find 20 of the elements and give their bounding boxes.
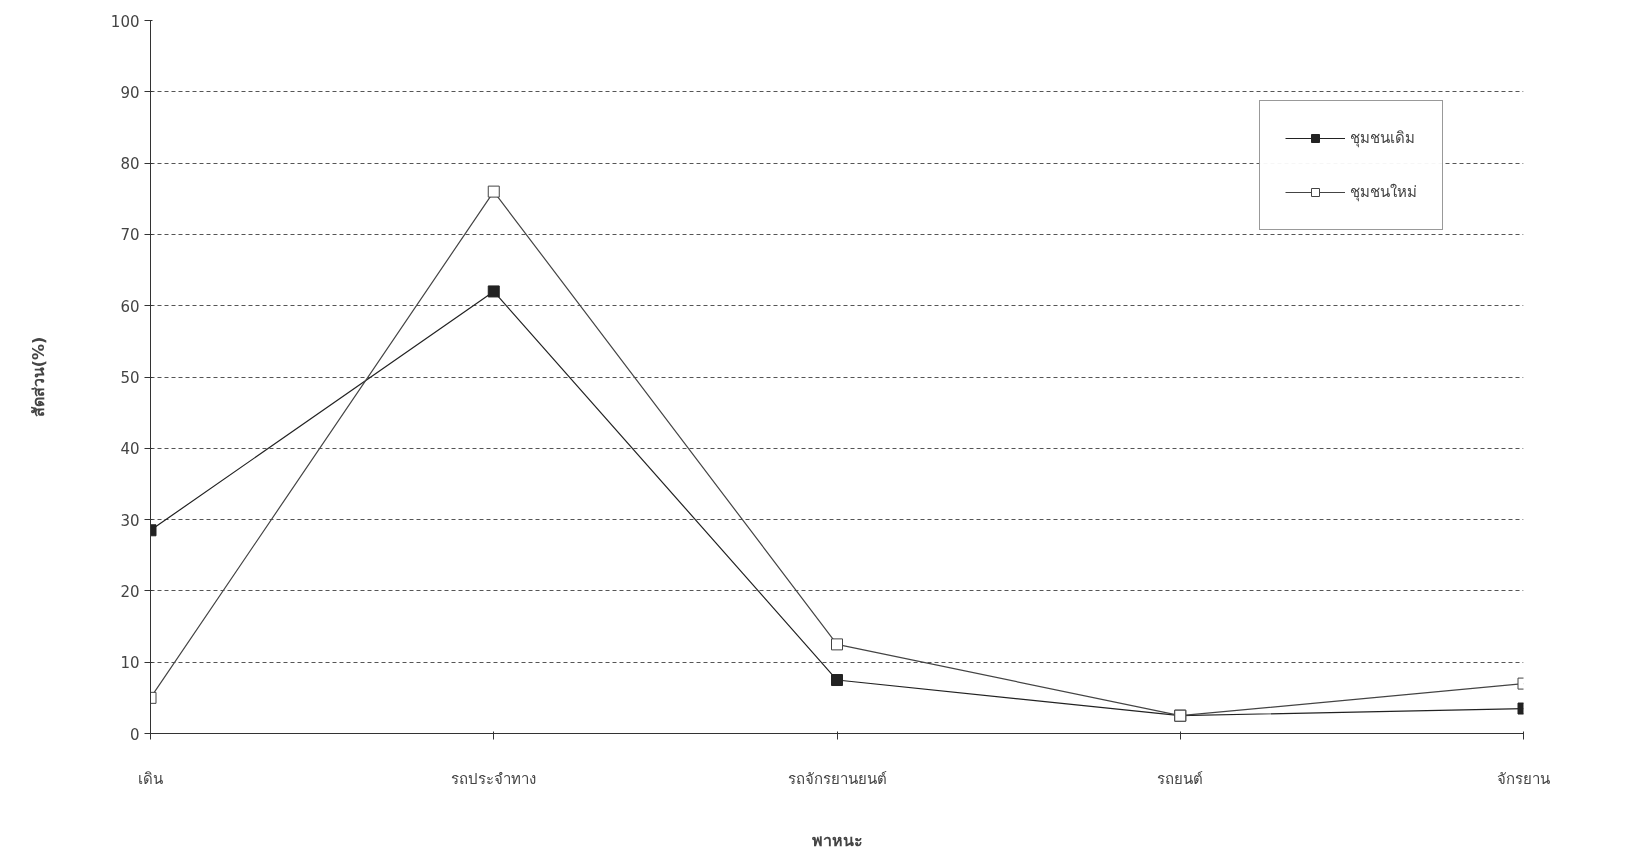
legend-label: ชุมชนเดิม xyxy=(1350,128,1415,150)
y-axis-title: สัดส่วน(%) xyxy=(28,336,48,418)
x-tick-label: จักรยาน xyxy=(1497,769,1550,788)
x-tick-label: รถยนต์ xyxy=(1157,769,1204,788)
x-tick-label: รถประจำทาง xyxy=(451,769,537,788)
y-tick-label: 10 xyxy=(120,654,140,673)
y-tick-label: 80 xyxy=(120,155,140,174)
y-tick-label: 30 xyxy=(120,511,140,530)
x-tick-label: เดิน xyxy=(138,769,163,788)
y-tick-label: 60 xyxy=(120,297,140,316)
y-tick-label: 100 xyxy=(110,12,140,31)
x-axis-title: พาหนะ xyxy=(811,830,863,850)
y-tick-label: 90 xyxy=(120,83,140,102)
y-tick-label: 40 xyxy=(120,440,140,459)
y-tick-label: 50 xyxy=(120,369,140,387)
x-tick-label: รถจักรยานยนต์ xyxy=(787,769,887,788)
y-tick-label: 70 xyxy=(120,226,140,245)
y-tick-label: 0 xyxy=(129,725,140,744)
legend-label: ชุมชนใหม่ xyxy=(1350,182,1417,204)
y-tick-label: 20 xyxy=(120,582,140,601)
